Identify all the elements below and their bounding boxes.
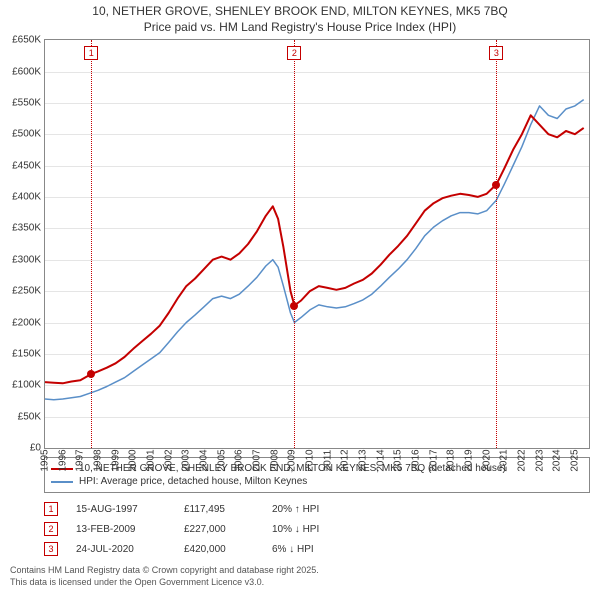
x-tick-label: 1997 [75,450,86,472]
x-tick-label: 2012 [340,450,351,472]
x-tick-label: 2006 [234,450,245,472]
x-tick-label: 2019 [463,450,474,472]
footnote: Contains HM Land Registry data © Crown c… [10,565,590,588]
title-line-1: 10, NETHER GROVE, SHENLEY BROOK END, MIL… [10,4,590,20]
x-tick-label: 2010 [304,450,315,472]
event-pct: 10% ↓ HPI [272,524,319,535]
x-tick-label: 2015 [393,450,404,472]
x-tick-label: 2023 [534,450,545,472]
x-tick-label: 2017 [428,450,439,472]
event-badge: 3 [44,542,58,556]
y-tick-label: £300K [1,254,41,265]
x-tick-label: 2014 [375,450,386,472]
event-date: 24-JUL-2020 [76,544,166,555]
x-tick-label: 1998 [92,450,103,472]
event-date: 15-AUG-1997 [76,504,166,515]
y-tick-label: £50K [1,411,41,422]
event-price: £227,000 [184,524,254,535]
event-dot [87,370,95,378]
event-date: 13-FEB-2009 [76,524,166,535]
x-tick-label: 2001 [145,450,156,472]
y-tick-label: £150K [1,349,41,360]
y-tick-label: £250K [1,286,41,297]
event-badge: 1 [44,502,58,516]
y-tick-label: £400K [1,192,41,203]
footnote-line-2: This data is licensed under the Open Gov… [10,577,590,589]
x-tick-label: 2013 [357,450,368,472]
y-tick-label: £650K [1,35,41,46]
x-tick-label: 2025 [569,450,580,472]
event-vline [91,40,92,448]
footnote-line-1: Contains HM Land Registry data © Crown c… [10,565,590,577]
x-tick-label: 2018 [446,450,457,472]
x-tick-label: 2002 [163,450,174,472]
event-row: 3 24-JUL-2020 £420,000 6% ↓ HPI [44,539,590,559]
x-tick-label: 2022 [516,450,527,472]
event-table: 1 15-AUG-1997 £117,495 20% ↑ HPI 2 13-FEB-200… [44,499,590,559]
event-dot [492,181,500,189]
x-tick-label: 1995 [40,450,51,472]
x-tick-label: 2020 [481,450,492,472]
plot-region: £0£50K£100K£150K£200K£250K£300K£350K£400… [44,39,590,449]
event-badge: 2 [44,522,58,536]
chart-area: £0£50K£100K£150K£200K£250K£300K£350K£400… [44,39,590,449]
x-tick-label: 2005 [216,450,227,472]
y-tick-label: £600K [1,66,41,77]
y-tick-label: £200K [1,317,41,328]
event-vline [294,40,295,448]
event-marker-box: 2 [287,46,301,60]
x-tick-label: 2016 [410,450,421,472]
event-price: £420,000 [184,544,254,555]
x-tick-label: 2011 [322,450,333,472]
event-vline [496,40,497,448]
event-marker-box: 1 [84,46,98,60]
y-tick-label: £100K [1,380,41,391]
legend-row: HPI: Average price, detached house, Milt… [51,475,583,488]
y-tick-label: £550K [1,97,41,108]
event-marker-box: 3 [489,46,503,60]
x-tick-label: 1996 [57,450,68,472]
x-tick-label: 2021 [499,450,510,472]
x-tick-label: 2024 [552,450,563,472]
event-row: 2 13-FEB-2009 £227,000 10% ↓ HPI [44,519,590,539]
y-tick-label: £450K [1,160,41,171]
x-tick-label: 1999 [110,450,121,472]
chart-title: 10, NETHER GROVE, SHENLEY BROOK END, MIL… [0,0,600,37]
legend-label: HPI: Average price, detached house, Milt… [79,476,307,487]
series-svg [45,40,589,448]
x-tick-label: 2000 [128,450,139,472]
event-dot [290,302,298,310]
title-line-2: Price paid vs. HM Land Registry's House … [10,20,590,36]
y-tick-label: £500K [1,129,41,140]
series-price_paid [45,115,584,383]
x-tick-label: 2007 [251,450,262,472]
legend-swatch [51,481,73,483]
event-pct: 20% ↑ HPI [272,504,319,515]
x-tick-label: 2008 [269,450,280,472]
event-price: £117,495 [184,504,254,515]
event-pct: 6% ↓ HPI [272,544,314,555]
x-tick-label: 2009 [287,450,298,472]
y-tick-label: £350K [1,223,41,234]
y-tick-label: £0 [1,443,41,454]
event-row: 1 15-AUG-1997 £117,495 20% ↑ HPI [44,499,590,519]
x-tick-label: 2004 [198,450,209,472]
x-tick-label: 2003 [181,450,192,472]
